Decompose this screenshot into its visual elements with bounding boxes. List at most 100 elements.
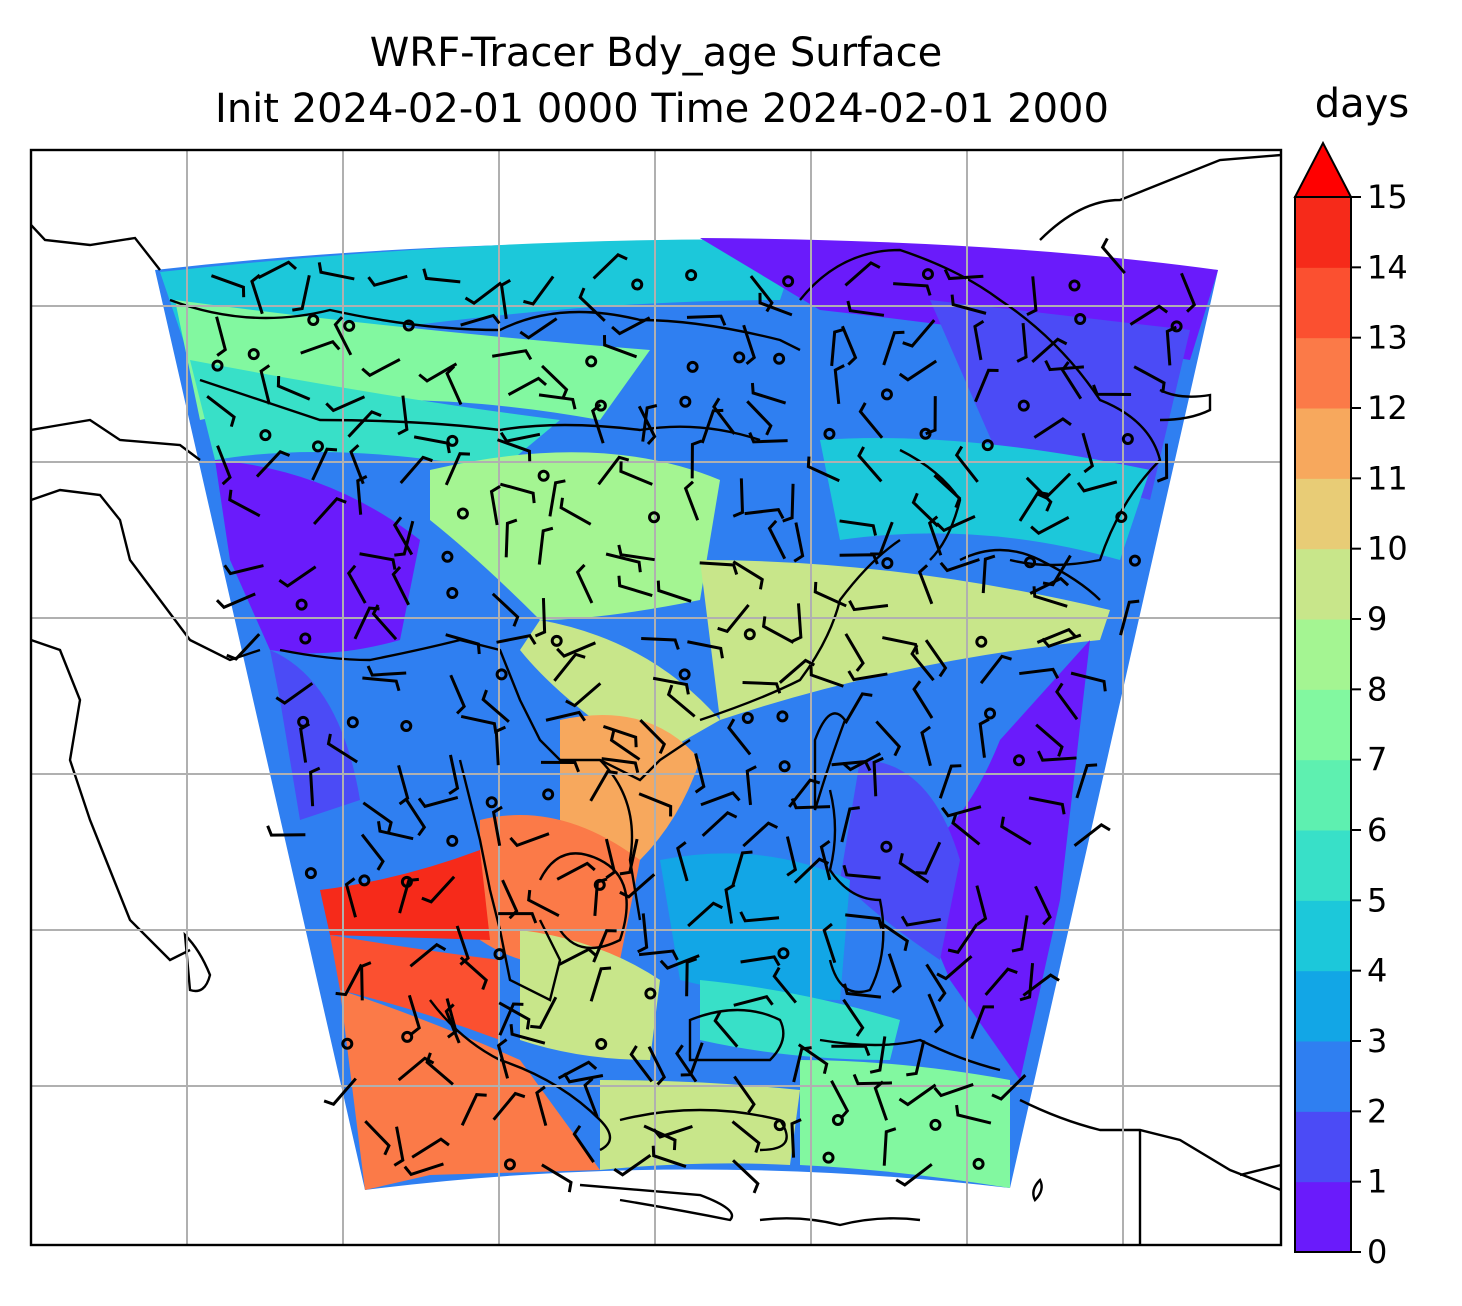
- calm-wind-circle: [446, 834, 459, 847]
- wind-barb: [700, 791, 741, 807]
- wind-barb: [418, 362, 458, 383]
- wind-barb: [557, 1060, 598, 1080]
- wind-barb: [504, 518, 518, 558]
- calm-wind-circle: [400, 719, 413, 732]
- wind-barb: [578, 287, 606, 322]
- calm-wind-circle: [773, 352, 786, 365]
- colorbar-tick-label: 2: [1367, 1092, 1387, 1130]
- coastlines: [31, 153, 1281, 1245]
- wind-barb: [356, 475, 368, 515]
- wind-barb: [700, 408, 724, 444]
- wind-barb: [393, 1126, 405, 1167]
- wind-barb: [210, 274, 246, 298]
- calm-wind-circle: [1024, 556, 1037, 569]
- colorbar-tick-label: 4: [1367, 952, 1387, 990]
- wind-barb: [1029, 576, 1070, 595]
- calm-wind-circle: [880, 840, 893, 853]
- wind-barb: [206, 395, 236, 428]
- wind-barb: [459, 956, 488, 991]
- wind-barb: [844, 633, 865, 672]
- colorbar-tick-label: 13: [1367, 319, 1408, 357]
- colorbar-band: [1295, 830, 1351, 901]
- wind-barb: [641, 636, 680, 650]
- wind-barb: [619, 873, 656, 899]
- wind-barb: [713, 1011, 739, 1048]
- calm-wind-circle: [679, 395, 692, 408]
- calm-wind-circle: [984, 707, 997, 720]
- wind-barb: [557, 947, 598, 967]
- wind-barb: [792, 1046, 812, 1083]
- calm-wind-circle: [778, 760, 791, 773]
- calm-wind-circle: [1013, 754, 1026, 767]
- wind-barb: [540, 760, 580, 773]
- wind-barb: [602, 335, 638, 359]
- wind-barb: [797, 1043, 829, 1075]
- wind-barb: [701, 810, 738, 837]
- wind-barb: [317, 262, 355, 281]
- wind-barb: [1018, 490, 1049, 522]
- calm-wind-circle: [341, 1037, 354, 1050]
- wind-barb: [397, 395, 409, 436]
- wind-barb: [1180, 272, 1197, 313]
- wind-barb: [686, 314, 727, 326]
- wind-barb: [788, 778, 821, 808]
- wind-barb: [527, 889, 560, 918]
- wind-barb: [325, 395, 366, 413]
- calm-wind-circle: [773, 1119, 786, 1132]
- colorbar-tick-label: 6: [1367, 811, 1387, 849]
- wind-barb: [411, 1137, 450, 1159]
- wind-barb: [659, 954, 700, 970]
- wind-barb: [938, 764, 962, 799]
- colorbar-band: [1295, 478, 1351, 550]
- calm-wind-circle: [307, 313, 320, 326]
- wind-barb: [392, 516, 414, 556]
- wind-barb: [858, 402, 884, 439]
- wind-barb: [941, 805, 982, 818]
- wind-barb: [556, 861, 596, 881]
- colorbar-tick-label: 1: [1367, 1163, 1387, 1201]
- wind-barb: [371, 604, 398, 641]
- colorbar-extend-arrow: [1293, 140, 1353, 198]
- wind-barb: [228, 489, 261, 518]
- wind-barb: [687, 901, 724, 928]
- calm-wind-circle: [304, 867, 317, 880]
- wind-barb: [841, 325, 858, 366]
- colorbar-tick-label: 12: [1367, 389, 1408, 427]
- wind-barb: [1035, 723, 1064, 757]
- colorbar-tick-label: 11: [1367, 459, 1408, 497]
- calm-wind-circle: [831, 1113, 844, 1126]
- wind-barb: [732, 560, 764, 590]
- calm-wind-circle: [975, 635, 988, 648]
- colorbar-band: [1295, 337, 1351, 409]
- wind-barb: [744, 507, 785, 520]
- wind-barb: [917, 564, 934, 605]
- wind-barb: [1165, 325, 1177, 366]
- colorbar-band: [1295, 267, 1351, 339]
- wind-barb: [906, 1039, 926, 1077]
- wind-barb: [878, 920, 909, 952]
- wind-barb: [445, 633, 481, 655]
- calm-wind-circle: [493, 948, 506, 961]
- wind-barb: [844, 261, 881, 287]
- wind-barb: [637, 913, 649, 954]
- wind-barb: [637, 405, 657, 446]
- colorbar-band: [1295, 197, 1351, 268]
- colorbar-band: [1295, 548, 1351, 620]
- calm-wind-circle: [1017, 399, 1030, 412]
- wind-barb: [882, 330, 905, 366]
- wind-barb: [496, 438, 532, 462]
- wind-barb: [873, 1080, 888, 1121]
- calm-wind-circle: [981, 439, 994, 452]
- wind-barbs: [206, 237, 1197, 1194]
- map-frame: [29, 148, 1283, 1247]
- wind-barb: [727, 718, 752, 756]
- wind-barb: [685, 957, 698, 997]
- wind-barb: [1041, 633, 1082, 649]
- wind-barb: [1034, 885, 1052, 926]
- wind-barb: [499, 279, 511, 320]
- calm-wind-circle: [402, 319, 415, 332]
- wind-barb: [548, 479, 566, 517]
- wind-barb: [848, 600, 889, 612]
- calm-wind-circle: [733, 351, 746, 364]
